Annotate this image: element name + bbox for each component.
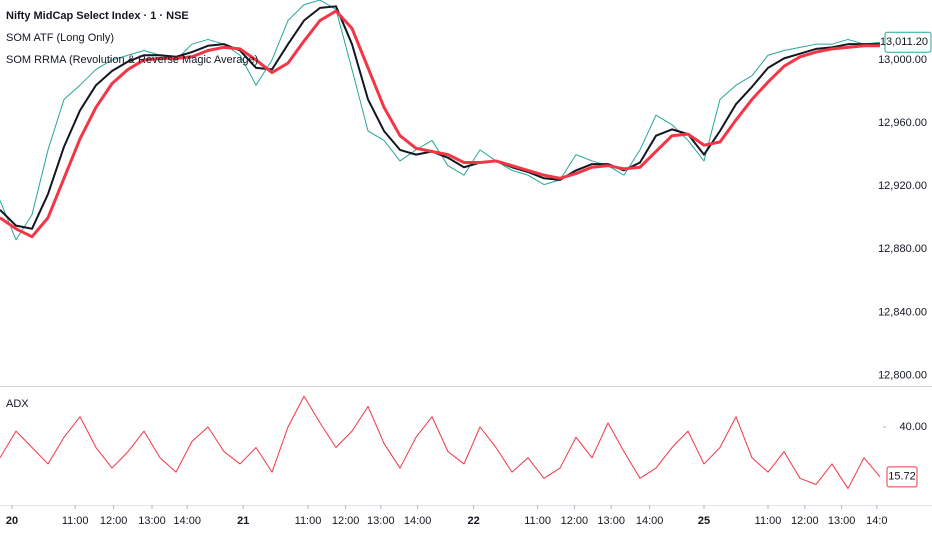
pane-title: ADX (6, 398, 29, 410)
x-tick-label: 20 (6, 515, 18, 527)
pane-title: Nifty MidCap Select Index · 1 · NSE (6, 10, 189, 22)
series-line (0, 395, 881, 490)
legend-entry: SOM ATF (Long Only) (6, 32, 114, 44)
last-value-label: 13,011.20 (880, 36, 928, 48)
x-tick-label: 12:00 (100, 515, 128, 527)
y-tick-label: 13,000.00 (878, 54, 927, 66)
x-tick-label: 14:00 (173, 515, 201, 527)
x-tick-label: 12:00 (561, 515, 589, 527)
x-tick-label: 13:00 (597, 515, 625, 527)
series-line (0, 5, 880, 230)
x-tick-label: 13:00 (828, 515, 856, 527)
series-line (0, 9, 880, 239)
y-tick-label: 12,960.00 (878, 117, 927, 129)
y-tick-label: 12,920.00 (878, 180, 927, 192)
x-tick-label: 14:0 (866, 515, 887, 527)
legend-entry: SOM RRMA (Revolution & Reverse Magic Ave… (6, 54, 258, 66)
x-tick-label: 14:00 (636, 515, 664, 527)
x-tick-label: 21 (237, 515, 249, 527)
x-tick-label: 11:00 (524, 515, 551, 527)
x-tick-label: 25 (698, 515, 710, 527)
last-value-box (884, 31, 932, 53)
x-tick-label: 11:00 (62, 515, 89, 527)
last-value-box (886, 466, 918, 488)
y-tick-label: 12,840.00 (878, 306, 927, 318)
y-tick-label: 40.00 (899, 421, 927, 433)
x-tick-label: 22 (467, 515, 479, 527)
last-value-label: 15.72 (888, 471, 916, 483)
x-tick-label: 12:00 (791, 515, 819, 527)
x-tick-label: 13:00 (367, 515, 395, 527)
y-tick-label: 12,880.00 (878, 243, 927, 255)
x-tick-label: 11:00 (295, 515, 322, 527)
x-tick-label: 12:00 (332, 515, 360, 527)
y-tick-label: 12,800.00 (878, 369, 927, 381)
x-tick-label: 11:00 (755, 515, 782, 527)
x-tick-label: 13:00 (138, 515, 166, 527)
x-tick-label: 14:00 (404, 515, 432, 527)
